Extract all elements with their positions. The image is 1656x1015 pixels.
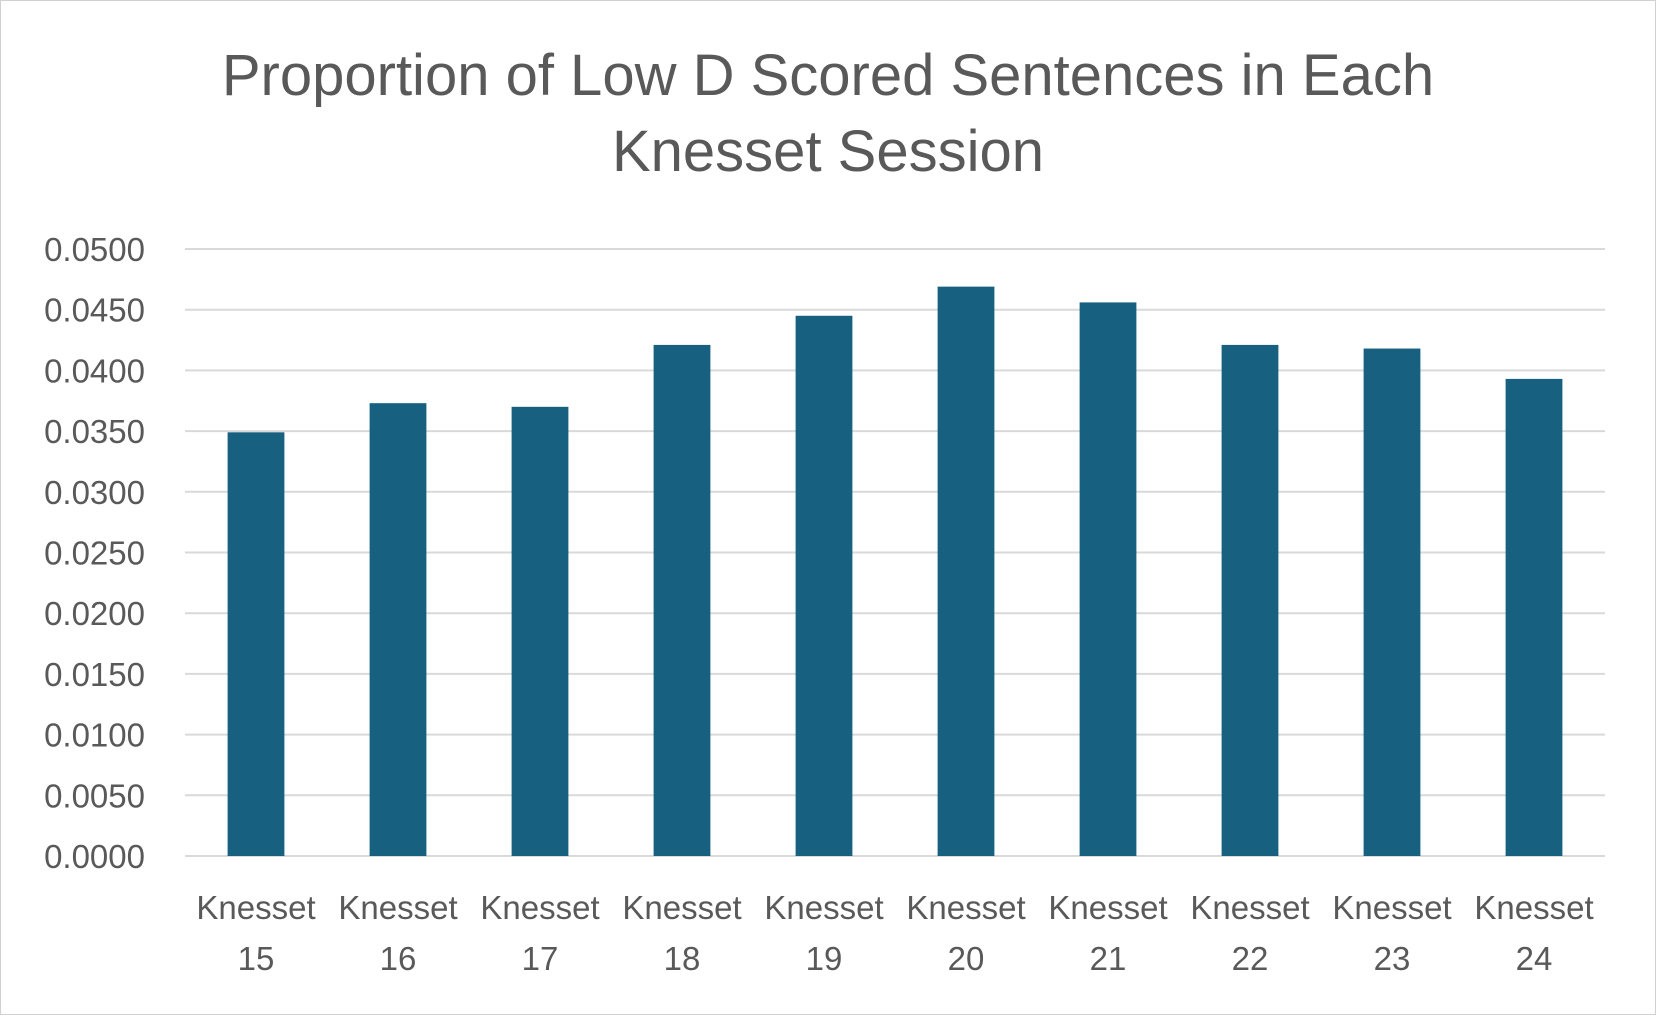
y-tick-label: 0.0450	[44, 292, 145, 329]
x-tick-label: Knesset 17	[480, 889, 599, 977]
x-tick-label: Knesset 22	[1190, 889, 1309, 977]
bar	[1505, 378, 1563, 856]
x-tick-label: Knesset 18	[622, 889, 741, 977]
bar	[227, 432, 285, 856]
x-tick-label: Knesset 21	[1048, 889, 1167, 977]
bar	[653, 344, 711, 856]
y-tick-label: 0.0300	[44, 474, 145, 511]
x-tick-label: Knesset 19	[764, 889, 883, 977]
x-tick-label: Knesset 15	[196, 889, 315, 977]
y-tick-label: 0.0000	[44, 838, 145, 875]
y-tick-label: 0.0200	[44, 595, 145, 632]
bars	[227, 286, 1563, 856]
y-tick-label: 0.0250	[44, 535, 145, 572]
y-axis-ticks: 0.0000 0.0050 0.0100 0.0150 0.0200 0.0250 0.03…	[44, 231, 145, 875]
chart-title: Proportion of Low D Scored Sentences in …	[0, 38, 1656, 190]
x-axis-labels: Knesset 15 Knesset 16 Knesset 17 Knesset 18 Knes…	[196, 889, 1593, 977]
y-tick-label: 0.0400	[44, 352, 145, 389]
x-tick-label: Knesset 24	[1474, 889, 1593, 977]
bar	[1221, 344, 1279, 856]
y-tick-label: 0.0050	[44, 777, 145, 814]
bar	[795, 315, 853, 856]
chart-title-line-1: Proportion of Low D Scored Sentences in …	[221, 43, 1435, 108]
bar	[1363, 348, 1421, 856]
x-tick-label: Knesset 20	[906, 889, 1025, 977]
bar	[1079, 302, 1137, 856]
chart-title-line-2: Knesset Session	[611, 119, 1045, 184]
y-tick-label: 0.0150	[44, 656, 145, 693]
bar	[511, 406, 569, 856]
y-tick-label: 0.0100	[44, 717, 145, 754]
y-tick-label: 0.0500	[44, 231, 145, 268]
bar	[369, 403, 427, 856]
y-tick-label: 0.0350	[44, 413, 145, 450]
x-tick-label: Knesset 23	[1332, 889, 1451, 977]
x-tick-label: Knesset 16	[338, 889, 457, 977]
bar	[937, 286, 995, 856]
